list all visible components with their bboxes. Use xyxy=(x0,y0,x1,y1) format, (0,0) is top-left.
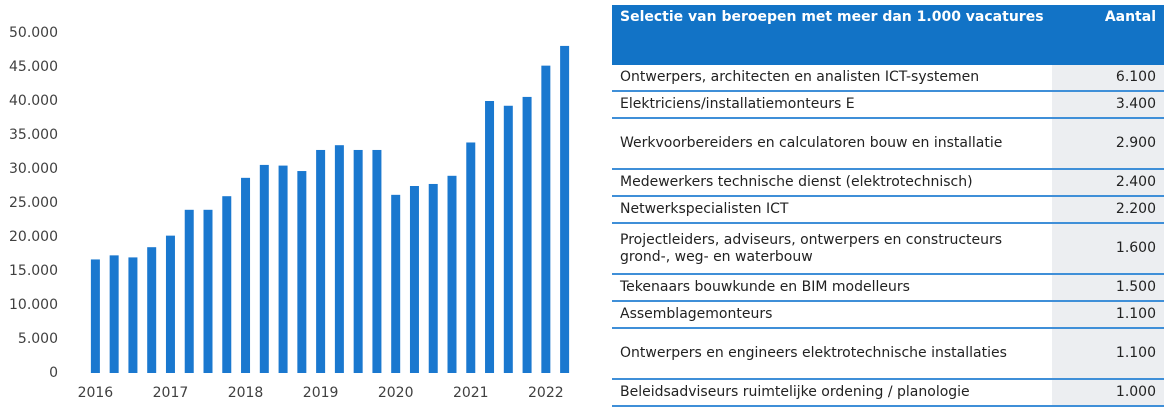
bar xyxy=(447,175,457,373)
count-cell: 2.200 xyxy=(1052,196,1164,224)
count-cell: 6.100 xyxy=(1052,65,1164,92)
y-tick-label: 20.000 xyxy=(9,229,58,245)
count-cell: 3.400 xyxy=(1052,91,1164,119)
bar xyxy=(522,96,532,374)
table-row: Ontwerpers en engineers elektrotechnisch… xyxy=(612,328,1164,380)
bar xyxy=(391,194,401,373)
occupation-cell: Ontwerpers en engineers elektrotechnisch… xyxy=(612,328,1052,380)
bar xyxy=(353,149,363,373)
header-cell: Aantal xyxy=(1052,5,1164,65)
bar xyxy=(147,247,157,373)
bar xyxy=(466,142,476,373)
occupation-cell: Projectleiders, adviseurs, ontwerpers en… xyxy=(612,223,1052,275)
bar xyxy=(297,171,307,373)
count-cell: 1.500 xyxy=(1052,274,1164,302)
y-tick-label: 35.000 xyxy=(9,127,58,143)
y-tick-label: 50.000 xyxy=(9,25,58,41)
y-tick-label: 45.000 xyxy=(9,59,58,75)
occupation-cell: Beleidsadviseurs ruimtelijke ordening / … xyxy=(612,379,1052,407)
bar xyxy=(109,255,119,373)
bar xyxy=(334,145,344,373)
y-tick-label: 25.000 xyxy=(9,195,58,211)
table-row: Projectleiders, adviseurs, ontwerpers en… xyxy=(612,223,1164,275)
occupation-cell: Tekenaars bouwkunde en BIM modelleurs xyxy=(612,274,1052,302)
table-row: Tekenaars bouwkunde en BIM modelleurs 1.5… xyxy=(612,274,1164,302)
bar xyxy=(128,257,138,373)
occupation-cell: Netwerkspecialisten ICT xyxy=(612,196,1052,224)
bar xyxy=(409,186,419,373)
bar xyxy=(278,165,288,373)
bar xyxy=(241,177,251,373)
table-row: Netwerkspecialisten ICT 2.200 xyxy=(612,196,1164,224)
bar xyxy=(184,209,194,373)
bar xyxy=(503,105,513,373)
count-cell: 1.100 xyxy=(1052,301,1164,329)
table-row: Medewerkers technische dienst (elektrote… xyxy=(612,169,1164,197)
bar xyxy=(165,235,175,373)
x-tick-label: 2020 xyxy=(378,385,414,401)
y-tick-label: 40.000 xyxy=(9,93,58,109)
bar xyxy=(372,149,382,373)
y-tick-label: 10.000 xyxy=(9,297,58,313)
table-row: Assemblagemonteurs 1.100 xyxy=(612,301,1164,329)
chart: 0 5.000 10.000 15.000 20.000 25.000 30.000 35.0… xyxy=(9,25,570,401)
count-cell: 1.100 xyxy=(1052,328,1164,380)
y-tick-label: 5.000 xyxy=(18,331,58,347)
occupation-cell: Assemblagemonteurs xyxy=(612,301,1052,329)
count-cell: 2.400 xyxy=(1052,169,1164,197)
occupation-cell: Medewerkers technische dienst (elektrote… xyxy=(612,169,1052,197)
bar xyxy=(203,209,213,373)
x-tick-label: 2022 xyxy=(528,385,564,401)
vacancy-table: Selectie van beroepen met meer dan 1.000… xyxy=(612,5,1164,407)
x-tick-label: 2017 xyxy=(153,385,189,401)
x-tick-label: 2018 xyxy=(228,385,264,401)
bar xyxy=(316,149,326,373)
x-tick-label: 2016 xyxy=(78,385,114,401)
bar xyxy=(485,101,495,373)
table-header: Selectie van beroepen met meer dan 1.000… xyxy=(612,5,1164,65)
table-row: Ontwerpers, architecten en analisten ICT… xyxy=(612,65,1164,92)
x-tick-label: 2019 xyxy=(303,385,339,401)
bar xyxy=(560,45,570,374)
header-cell: Selectie van beroepen met meer dan 1.000… xyxy=(612,5,1052,65)
occupation-cell: Werkvoorbereiders en calculatoren bouw e… xyxy=(612,118,1052,170)
occupation-cell: Elektriciens/installatiemonteurs E xyxy=(612,91,1052,119)
y-tick-label: 0 xyxy=(49,365,58,381)
table-row: Werkvoorbereiders en calculatoren bouw e… xyxy=(612,118,1164,170)
count-cell: 1.600 xyxy=(1052,223,1164,275)
table-row: Beleidsadviseurs ruimtelijke ordening / … xyxy=(612,379,1164,407)
bar xyxy=(428,183,438,373)
table-row: Elektriciens/installatiemonteurs E 3.400 xyxy=(612,91,1164,119)
x-tick-label: 2021 xyxy=(453,385,489,401)
y-tick-label: 30.000 xyxy=(9,161,58,177)
count-cell: 2.900 xyxy=(1052,118,1164,170)
bar xyxy=(541,65,551,373)
bar xyxy=(222,196,232,373)
bar xyxy=(259,164,269,373)
y-tick-label: 15.000 xyxy=(9,263,58,279)
count-cell: 1.000 xyxy=(1052,379,1164,407)
occupation-cell: Ontwerpers, architecten en analisten ICT… xyxy=(612,65,1052,92)
bar xyxy=(90,259,100,373)
